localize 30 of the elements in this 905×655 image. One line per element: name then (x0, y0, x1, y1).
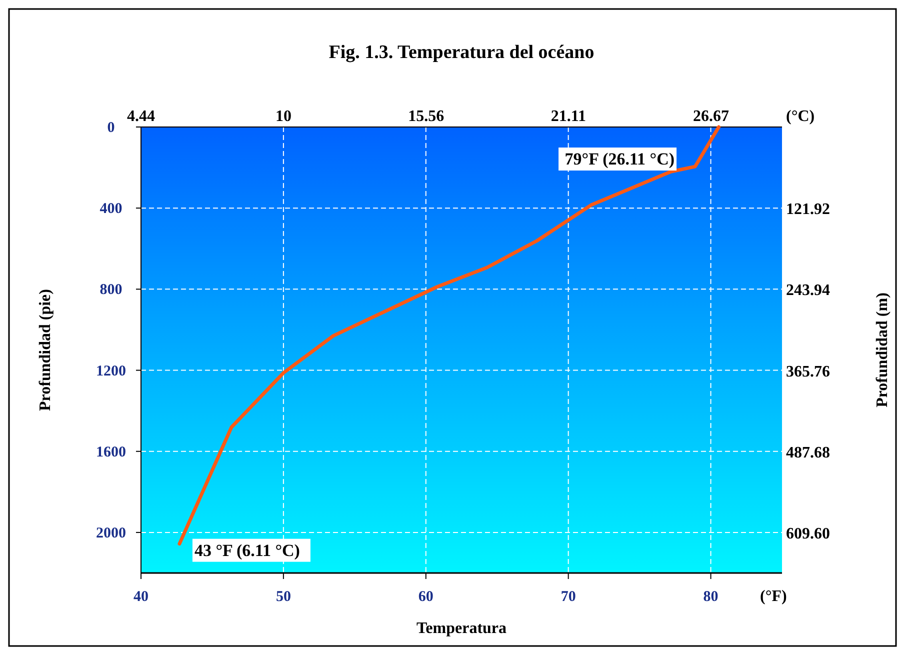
x2-tick-label: 15.56 (408, 108, 444, 125)
y2-tick-label: 121.92 (786, 201, 830, 218)
chart-title: Fig. 1.3. Temperatura del océano (328, 42, 594, 63)
x-tick-label: 50 (276, 589, 291, 605)
text: (°F) (760, 588, 787, 605)
x-tick-label: 60 (418, 589, 434, 605)
y2-tick-label: 243.94 (786, 282, 830, 300)
y-tick-label: 400 (100, 201, 122, 218)
x2-tick-label: 21.11 (550, 108, 586, 125)
y2-tick-label: 365.76 (786, 363, 830, 380)
x-tick-label: 80 (703, 589, 718, 605)
y2-tick-label: 487.68 (786, 444, 830, 462)
y-tick-label: 1600 (96, 444, 126, 460)
annotation: 79°F (26.11 °C) (564, 150, 675, 169)
x2-tick-label: 10 (276, 108, 292, 125)
y2-tick-label: 609.60 (786, 525, 830, 542)
line-series (178, 125, 721, 546)
x-tick-label: 70 (560, 589, 576, 605)
y-tick-label: 2000 (96, 525, 126, 542)
y2-axis-title: Profundidad (m) (874, 292, 891, 408)
x2-tick-label: 26.67 (692, 108, 729, 125)
y-tick-label: 1200 (96, 363, 126, 380)
x-tick-label: 40 (134, 589, 148, 605)
x-axis-title: Temperatura (416, 620, 507, 637)
x2-axis-title: (°C) (786, 108, 815, 125)
x2-tick-label: 4.44 (127, 108, 155, 125)
annotation: 43 °F (6.11 °C) (194, 540, 300, 560)
y-tick-label: 800 (100, 282, 122, 298)
y-tick-label: 0 (107, 120, 115, 136)
y-axis-title: Profundidad (pie) (37, 289, 54, 411)
